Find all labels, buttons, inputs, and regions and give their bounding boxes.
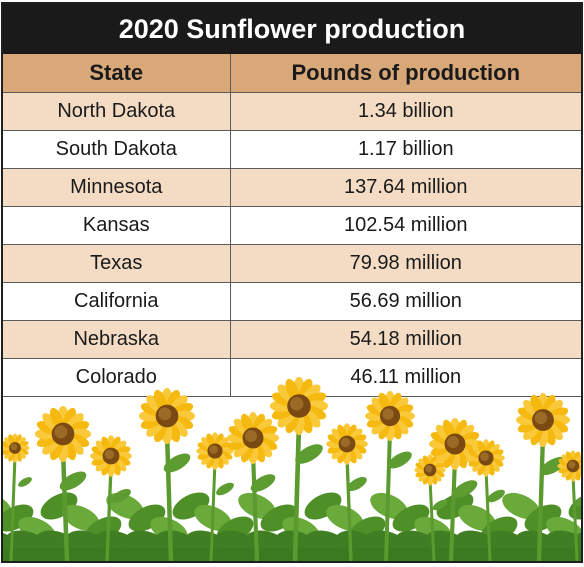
sunflower [196,432,234,561]
leaf [432,499,448,511]
column-header-state: State [3,54,231,93]
chart-title: 2020 Sunflower production [3,4,581,54]
leaf [216,482,234,496]
leaf [163,453,191,473]
flower-center-highlight [290,397,304,411]
sunflower [227,412,279,561]
stem [292,422,302,561]
stem [250,452,260,561]
stem [60,450,70,561]
leaf [347,477,367,491]
table-row: North Dakota 1.34 billion [3,92,581,131]
table-row: South Dakota 1.17 billion [3,130,581,169]
sunflower [3,433,32,561]
leaf [326,504,364,532]
flower-center-highlight [425,465,433,473]
leaf [295,444,323,464]
state-cell: Nebraska [3,320,231,359]
production-table: State Pounds of production North Dakota … [3,54,581,397]
leaf [502,492,540,520]
stem [448,458,458,561]
state-cell: Kansas [3,206,231,245]
flower-center-highlight [382,408,394,420]
sunflower [90,435,132,561]
flower-center-highlight [10,443,18,451]
sunflower [34,405,92,561]
sunflower [326,423,368,561]
state-cell: California [3,282,231,321]
state-cell: Texas [3,244,231,283]
table-row: Minnesota 137.64 million [3,168,581,207]
flower-center-highlight [447,436,459,448]
sunflower [467,439,505,561]
table-row: Kansas 102.54 million [3,206,581,245]
stem [484,468,492,561]
leaf [568,492,581,520]
production-cell: 54.18 million [230,320,581,359]
production-cell: 137.64 million [230,168,581,207]
sunflower [557,450,581,561]
production-cell: 1.34 billion [230,92,581,131]
table-row: Texas 79.98 million [3,244,581,283]
ground-strip [3,548,581,561]
leaf [111,489,131,503]
leaf [59,471,87,491]
stem [571,474,579,561]
sunflower [269,376,329,561]
flower-center-highlight [340,437,351,448]
flower-center-highlight [245,430,257,442]
sunflower [365,391,415,561]
production-cell: 1.17 billion [230,130,581,169]
state-cell: North Dakota [3,92,231,131]
foliage [3,492,581,561]
stem [345,455,353,561]
production-cell: 102.54 million [230,206,581,245]
stem [105,467,113,561]
sunflower-field-illustration [3,376,581,561]
stem [428,478,436,561]
flower-center-highlight [568,461,576,469]
leaf [388,451,412,469]
flower-center-highlight [158,407,172,421]
column-header-pounds: Pounds of production [230,54,581,93]
flower-center-highlight [480,452,489,461]
leaf [18,477,32,487]
production-cell: 56.69 million [230,282,581,321]
leaf [575,495,581,507]
state-cell: Colorado [3,358,231,397]
stem [384,430,392,561]
flower-center-highlight [54,425,68,439]
flower-center-highlight [209,445,218,454]
flower-center-highlight [534,411,548,425]
leaf [62,504,100,532]
table-row: California 56.69 million [3,282,581,321]
sunflower [515,392,571,561]
leaf [452,480,478,498]
header-row: State Pounds of production [3,54,581,93]
flower-center-highlight [104,449,115,460]
state-cell: South Dakota [3,130,231,169]
stem [9,456,17,561]
stem [164,432,174,561]
state-cell: Minnesota [3,168,231,207]
sunflower [414,454,448,561]
production-cell: 79.98 million [230,244,581,283]
leaf [250,474,276,492]
stem [536,435,546,561]
sunflower [138,387,196,561]
leaf [487,489,505,503]
table-row: Nebraska 54.18 million [3,320,581,359]
stem [209,461,217,561]
